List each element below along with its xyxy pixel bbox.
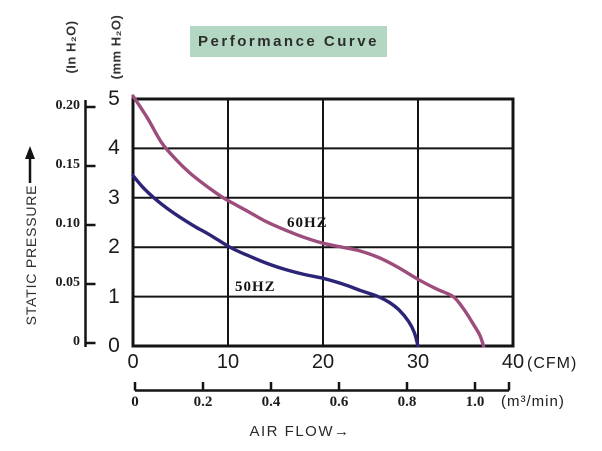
curve-60hz — [131, 94, 486, 348]
x-tick-label-m3min: 0 — [131, 394, 139, 410]
x-tick-label-cfm: 0 — [127, 351, 139, 373]
x-tick-label-cfm: 10 — [216, 351, 240, 373]
x-tick-label-cfm: 40 — [501, 351, 525, 373]
curve-50hz — [131, 173, 420, 348]
y-axis-unit-mm-h2o: (mm H₂O) — [108, 14, 124, 80]
y-tick-label-in-h2o: 0.15 — [55, 157, 81, 172]
y-tick-label-in-h2o: 0 — [73, 334, 80, 349]
up-arrow-head-icon — [25, 146, 35, 159]
chart-title: Performance Curve — [198, 33, 379, 50]
x-axis-title: AIR FLOW→ — [249, 423, 351, 440]
plot-border — [131, 97, 515, 348]
y-axis-title: STATIC PRESSURE — [23, 184, 39, 326]
y-axis-unit-in-h2o: (In H₂O) — [63, 20, 79, 74]
y-tick-label-mm-h2o: 4 — [108, 136, 120, 160]
x-tick-label-m3min: 1.0 — [465, 394, 485, 410]
y-tick-label-in-h2o: 0.20 — [55, 98, 81, 113]
x-tick-label-cfm: 20 — [311, 351, 335, 373]
series-label-50hz: 50HZ — [235, 279, 276, 295]
x-axis-unit-cfm: (CFM) — [527, 355, 578, 372]
chart-title-box: Performance Curve — [190, 26, 387, 57]
y-tick-label-mm-h2o: 3 — [108, 185, 120, 209]
x-tick-label-m3min: 0.8 — [397, 394, 417, 410]
x-tick-label-m3min: 0.2 — [193, 394, 213, 410]
y-tick-label-in-h2o: 0.10 — [55, 216, 81, 231]
series-label-60hz: 60HZ — [287, 215, 328, 231]
y-tick-label-mm-h2o: 2 — [108, 235, 120, 259]
x-tick-label-m3min: 0.6 — [329, 394, 349, 410]
x-tick-label-m3min: 0.4 — [261, 394, 281, 410]
y-tick-label-mm-h2o: 1 — [108, 284, 120, 308]
y-tick-label-mm-h2o: 5 — [108, 87, 120, 110]
x-axis-unit-m3min: (m³/min) — [501, 393, 565, 410]
y-tick-label-mm-h2o: 0 — [108, 334, 120, 357]
y-tick-label-in-h2o: 0.05 — [55, 275, 81, 290]
x-tick-label-cfm: 30 — [406, 351, 430, 373]
